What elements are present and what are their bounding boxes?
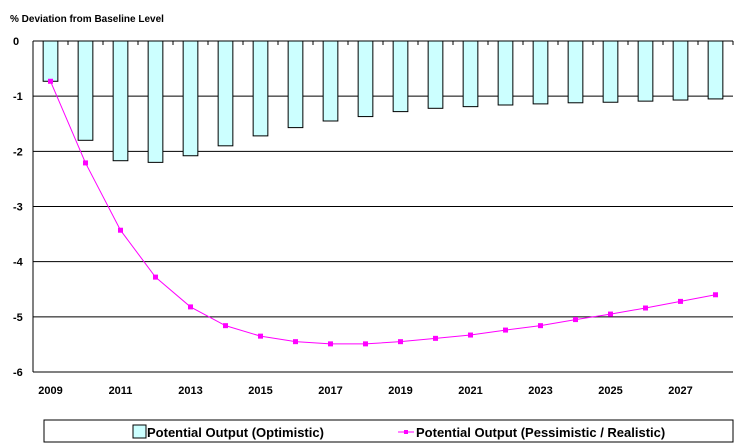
bar-optimistic: [672, 40, 689, 101]
bar-optimistic: [707, 40, 724, 100]
point-pessimistic: [678, 298, 683, 304]
point-pessimistic: [713, 292, 718, 298]
bar-optimistic: [392, 40, 409, 113]
point-pessimistic: [538, 323, 543, 329]
point-pessimistic: [48, 78, 53, 84]
bar-optimistic: [462, 40, 479, 108]
y-tick-label: -6: [13, 367, 23, 379]
y-tick-label: -1: [13, 91, 23, 103]
y-axis-title: % Deviation from Baseline Level: [10, 14, 164, 25]
plot-area: 0 -1 -2 -3 -4 -5 -6 2009 2011 2013 2015 2017 2019 202…: [13, 36, 734, 397]
bar-optimistic: [182, 40, 199, 157]
legend-swatch-optimistic: [132, 424, 147, 439]
bar-optimistic: [567, 40, 584, 104]
bar-optimistic: [287, 40, 304, 129]
bar-optimistic: [112, 40, 129, 162]
point-pessimistic: [83, 160, 88, 166]
x-tick-label: 2021: [458, 385, 482, 397]
point-pessimistic: [573, 317, 578, 323]
legend-box: [43, 419, 734, 443]
point-pessimistic: [503, 327, 508, 333]
point-pessimistic: [643, 305, 648, 311]
point-pessimistic: [153, 274, 158, 280]
legend-marker-pessimistic: [404, 430, 408, 434]
bar-optimistic: [497, 40, 514, 106]
x-tick-label: 2011: [109, 385, 133, 397]
x-tick-label: 2015: [248, 385, 272, 397]
point-pessimistic: [188, 304, 193, 310]
y-tick-label: -5: [13, 312, 23, 324]
point-pessimistic: [258, 333, 263, 339]
x-tick-label: 2027: [668, 385, 692, 397]
bar-optimistic: [637, 40, 654, 102]
bar-optimistic: [252, 40, 269, 137]
point-pessimistic: [328, 341, 333, 347]
bar-optimistic: [217, 40, 234, 147]
bar-optimistic: [322, 40, 339, 122]
y-tick-label: -4: [13, 257, 24, 269]
point-pessimistic: [118, 227, 123, 233]
bar-optimistic: [357, 40, 374, 118]
x-tick-label: 2013: [178, 385, 202, 397]
bar-optimistic: [42, 40, 59, 82]
x-tick-label: 2017: [318, 385, 342, 397]
line-pessimistic: [50, 81, 716, 345]
point-pessimistic: [223, 323, 228, 329]
bar-optimistic: [602, 40, 619, 103]
point-pessimistic: [363, 341, 368, 347]
y-tick-label: -2: [13, 146, 23, 158]
bar-optimistic: [147, 40, 164, 163]
point-pessimistic: [433, 335, 438, 341]
bar-optimistic: [532, 40, 549, 105]
y-tick-label: -3: [13, 202, 23, 214]
point-pessimistic: [398, 339, 403, 345]
point-pessimistic: [608, 311, 613, 317]
x-tick-label: 2009: [38, 385, 62, 397]
point-pessimistic: [293, 339, 298, 345]
bar-optimistic: [427, 40, 444, 109]
x-tick-label: 2025: [598, 385, 622, 397]
point-pessimistic: [468, 332, 473, 338]
legend-label-pessimistic: Potential Output (Pessimistic / Realisti…: [416, 425, 665, 440]
x-tick-label: 2019: [388, 385, 412, 397]
legend: Potential Output (Optimistic) Potential …: [43, 419, 734, 443]
x-tick-label: 2023: [528, 385, 552, 397]
y-tick-label: 0: [13, 36, 19, 48]
legend-label-optimistic: Potential Output (Optimistic): [147, 425, 324, 440]
bar-optimistic: [77, 40, 94, 141]
